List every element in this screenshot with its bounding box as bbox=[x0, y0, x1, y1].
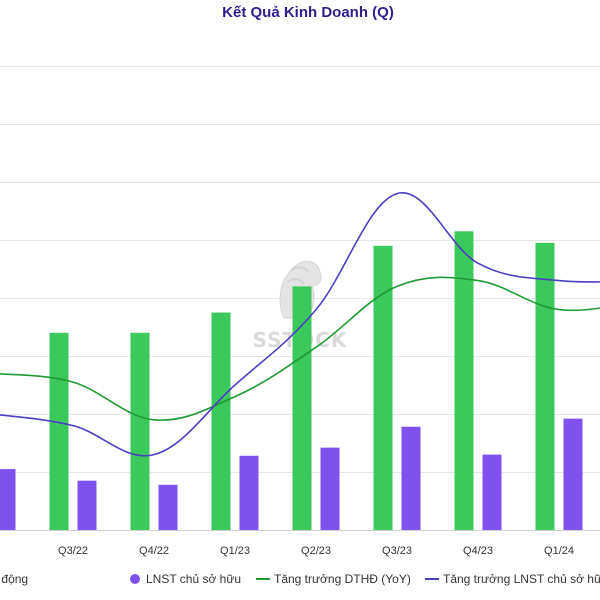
line-tang-truong-dthd-yoy bbox=[0, 276, 600, 421]
line-tang-truong-lnst-chu-so-huu bbox=[0, 192, 600, 457]
bar-lnst-chu-so-huu-q2-23 bbox=[320, 447, 340, 530]
bar-lnst-chu-so-huu-q1-23 bbox=[239, 455, 259, 530]
x-tick-label: Q3/23 bbox=[382, 545, 412, 557]
x-tick-label: Q4/22 bbox=[139, 545, 169, 557]
legend-item-tang-truong-dthd-yoy[interactable]: Tăng trưởng DTHĐ (YoY) bbox=[256, 572, 411, 586]
legend-dot-icon bbox=[130, 574, 140, 584]
x-tick-label: Q1/23 bbox=[220, 545, 250, 557]
bar-lnst-chu-so-huu-q3-22 bbox=[77, 480, 97, 530]
bar-series bbox=[0, 231, 583, 531]
legend-label: Doanh thu hoạt động bbox=[0, 572, 28, 586]
bar-doanh-thu-hoat-dong-q4-22 bbox=[130, 332, 150, 530]
bar-lnst-chu-so-huu-q4-22 bbox=[158, 484, 178, 530]
x-tick-label: Q2/23 bbox=[301, 545, 331, 557]
legend-label: Tăng trưởng LNST chủ sở hữu bbox=[443, 572, 600, 586]
bar-lnst-chu-so-huu-q3-23 bbox=[401, 426, 421, 530]
legend: Doanh thu hoạt động LNST chủ sở hữu Tăng t… bbox=[0, 572, 600, 586]
bar-lnst-chu-so-huu-q1-24 bbox=[563, 418, 583, 530]
bar-doanh-thu-hoat-dong-q2-23 bbox=[292, 286, 312, 530]
bar-doanh-thu-hoat-dong-q3-23 bbox=[373, 245, 393, 531]
legend-item-lnst-chu-so-huu[interactable]: LNST chủ sở hữu bbox=[130, 572, 241, 586]
bar-lnst-chu-so-huu-q4-23 bbox=[482, 454, 502, 530]
legend-item-tang-truong-lnst-chu-so-huu[interactable]: Tăng trưởng LNST chủ sở hữu bbox=[425, 572, 600, 586]
x-tick-label: Q3/22 bbox=[58, 545, 88, 557]
line-series bbox=[0, 192, 600, 457]
bar-lnst-chu-so-huu-q2-22 bbox=[0, 469, 16, 530]
chart-title: Kết Quả Kinh Doanh (Q) bbox=[222, 4, 394, 21]
x-tick-label: Q1/24 bbox=[544, 545, 574, 557]
x-axis-ticks: Q3/22 Q4/22 Q1/23 Q2/23 Q3/23 Q4/23 Q1/24 bbox=[58, 545, 574, 557]
bar-doanh-thu-hoat-dong-q1-24 bbox=[535, 242, 555, 530]
legend-label: LNST chủ sở hữu bbox=[146, 572, 241, 586]
bar-doanh-thu-hoat-dong-q4-23 bbox=[454, 231, 474, 531]
bar-doanh-thu-hoat-dong-q3-22 bbox=[49, 332, 69, 530]
x-tick-label: Q4/23 bbox=[463, 545, 493, 557]
legend-item-doanh-thu-hoat-dong[interactable]: Doanh thu hoạt động bbox=[0, 572, 28, 586]
legend-label: Tăng trưởng DTHĐ (YoY) bbox=[274, 572, 411, 586]
bar-doanh-thu-hoat-dong-q1-23 bbox=[211, 312, 231, 530]
